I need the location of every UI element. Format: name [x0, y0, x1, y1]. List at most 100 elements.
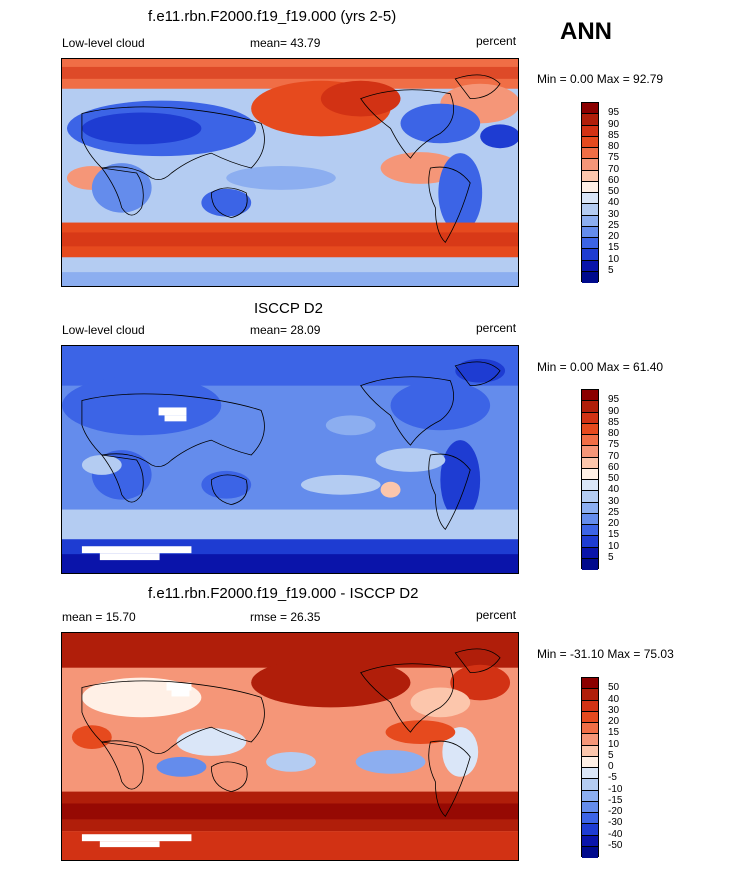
panel1-units-label: percent: [476, 34, 517, 48]
colorbar-swatch: [582, 390, 598, 402]
colorbar-tick-label: 5: [608, 264, 614, 276]
colorbar-tick-label: 80: [608, 428, 620, 439]
colorbar-swatch: [582, 271, 598, 283]
colorbar-swatch: [582, 226, 598, 238]
colorbar-swatch: [582, 260, 598, 272]
colorbar-tick-label: 40: [608, 484, 620, 496]
colorbar-tick-label: -50: [608, 839, 623, 851]
colorbar-swatch: [582, 423, 598, 435]
panel1-title: f.e11.rbn.F2000.f19_f19.000 (yrs 2-5): [148, 8, 397, 25]
colorbar-tick-label: 95: [608, 107, 620, 119]
colorbar-tick-label: 60: [608, 174, 620, 186]
colorbar-tick-label: 75: [608, 152, 620, 164]
colorbar-swatch: [582, 148, 598, 160]
colorbar-tick-label: 30: [608, 704, 620, 716]
colorbar-swatch: [582, 170, 598, 182]
colorbar-swatch: [582, 547, 598, 559]
colorbar-tick-label: 0: [608, 761, 614, 772]
colorbar-swatch: [582, 846, 598, 858]
panel3-rmse-label: rmse = 26.35: [250, 610, 321, 624]
colorbar-swatch: [582, 801, 598, 813]
panel3-title: f.e11.rbn.F2000.f19_f19.000 - ISCCP D2: [148, 585, 419, 602]
panel2-units-label: percent: [476, 321, 517, 335]
colorbar-swatch: [582, 756, 598, 768]
season-label: ANN: [560, 18, 612, 45]
colorbar-tick-label: 30: [608, 495, 620, 507]
panel1-variable-label: Low-level cloud: [62, 36, 145, 50]
colorbar-tick-label: 5: [608, 551, 614, 563]
colorbar-tick-label: 50: [608, 682, 620, 694]
colorbar-tick-label: 85: [608, 129, 620, 141]
colorbar-tick-label: 80: [608, 141, 620, 152]
colorbar-tick-label: 75: [608, 439, 620, 451]
colorbar-swatch: [582, 446, 598, 458]
colorbar-swatch: [582, 536, 598, 548]
panel3-minmax: Min = -31.10 Max = 75.03: [537, 647, 674, 661]
colorbar-tick-label: -10: [608, 783, 623, 795]
colorbar-tick-label: 15: [608, 727, 620, 739]
colorbar-swatch: [582, 678, 598, 690]
colorbar-swatch: [582, 689, 598, 701]
panel2-colorbar: [581, 389, 599, 570]
colorbar-tick-label: 5: [608, 749, 614, 761]
colorbar-swatch: [582, 734, 598, 746]
colorbar-swatch: [582, 412, 598, 424]
colorbar-swatch: [582, 779, 598, 791]
colorbar-tick-label: 90: [608, 118, 620, 130]
colorbar-swatch: [582, 114, 598, 126]
panel2-title: ISCCP D2: [254, 300, 323, 317]
colorbar-tick-label: 60: [608, 461, 620, 473]
colorbar-tick-label: 15: [608, 242, 620, 254]
colorbar-tick-label: -15: [608, 794, 623, 806]
colorbar-swatch: [582, 103, 598, 115]
colorbar-swatch: [582, 238, 598, 250]
panel3-colorbar: [581, 677, 599, 858]
colorbar-tick-label: 90: [608, 405, 620, 417]
colorbar-swatch: [582, 768, 598, 780]
colorbar-swatch: [582, 502, 598, 514]
colorbar-tick-label: 95: [608, 394, 620, 406]
colorbar-swatch: [582, 468, 598, 480]
colorbar-swatch: [582, 745, 598, 757]
colorbar-tick-label: 15: [608, 529, 620, 541]
colorbar-tick-label: 25: [608, 506, 620, 518]
colorbar-tick-label: 30: [608, 208, 620, 220]
colorbar-swatch: [582, 558, 598, 570]
colorbar-swatch: [582, 491, 598, 503]
colorbar-swatch: [582, 204, 598, 216]
panel1-colorbar: [581, 102, 599, 283]
colorbar-swatch: [582, 401, 598, 413]
colorbar-tick-label: 10: [608, 540, 620, 552]
panel2-map: [61, 345, 519, 574]
panel2-mean-label: mean= 28.09: [250, 323, 321, 337]
colorbar-tick-label: 10: [608, 738, 620, 750]
panel1-mean-label: mean= 43.79: [250, 36, 321, 50]
colorbar-tick-label: 25: [608, 219, 620, 231]
colorbar-swatch: [582, 136, 598, 148]
colorbar-swatch: [582, 159, 598, 171]
panel2-variable-label: Low-level cloud: [62, 323, 145, 337]
colorbar-tick-label: 85: [608, 416, 620, 428]
panel3-mean-label: mean = 15.70: [62, 610, 136, 624]
colorbar-tick-label: 70: [608, 163, 620, 175]
colorbar-swatch: [582, 723, 598, 735]
panel2-minmax: Min = 0.00 Max = 61.40: [537, 360, 664, 374]
colorbar-tick-label: 50: [608, 186, 620, 197]
colorbar-tick-label: 70: [608, 450, 620, 462]
panel1-minmax: Min = 0.00 Max = 92.79: [537, 72, 664, 86]
colorbar-swatch: [582, 193, 598, 205]
panel1-map: [61, 58, 519, 287]
colorbar-tick-label: 50: [608, 473, 620, 484]
colorbar-swatch: [582, 215, 598, 227]
colorbar-tick-label: 40: [608, 197, 620, 209]
colorbar-swatch: [582, 711, 598, 723]
colorbar-swatch: [582, 835, 598, 847]
colorbar-swatch: [582, 700, 598, 712]
panel3-units-label: percent: [476, 608, 517, 622]
colorbar-swatch: [582, 525, 598, 537]
panel3-map: [61, 632, 519, 861]
colorbar-swatch: [582, 249, 598, 261]
colorbar-tick-label: 20: [608, 716, 620, 727]
colorbar-swatch: [582, 480, 598, 492]
colorbar-swatch: [582, 790, 598, 802]
